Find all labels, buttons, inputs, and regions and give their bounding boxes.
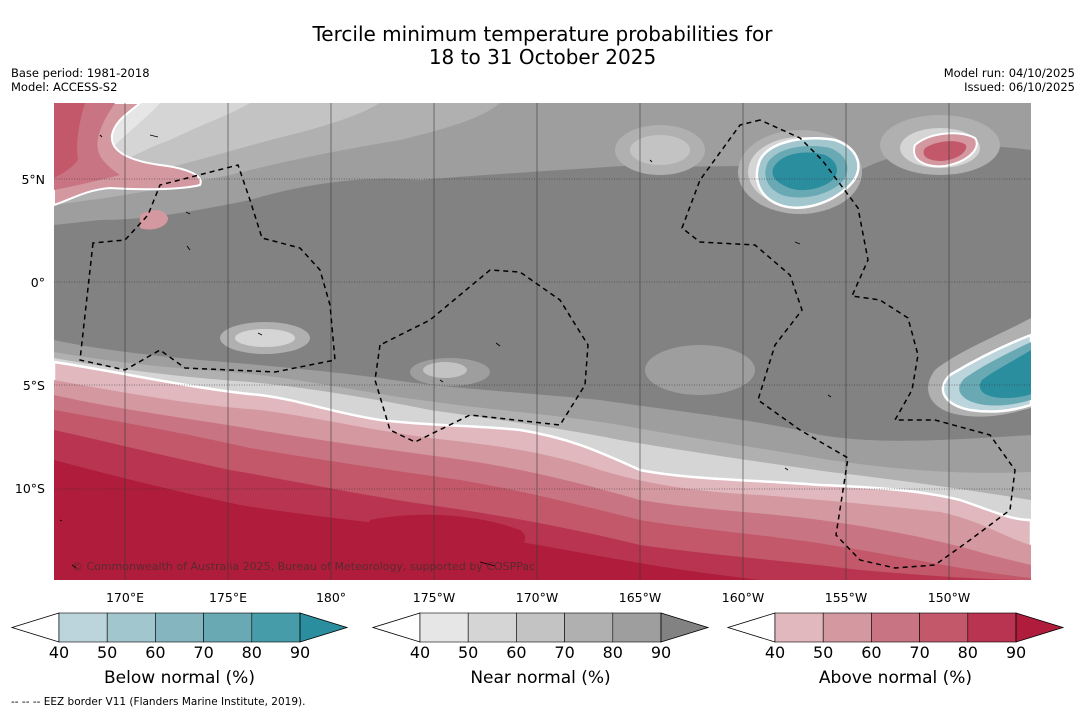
model-name: Model: ACCESS-S2 [11, 80, 118, 94]
lon-label: 170°E [106, 590, 144, 605]
colorbar-segment [564, 612, 614, 643]
colorbar-extend-high [1015, 612, 1065, 643]
above-south-90-core [368, 514, 526, 560]
colorbar-segment [467, 612, 517, 643]
above-blob-ne-80 [923, 141, 967, 161]
map-field: © Commonwealth of Australia 2025, Bureau… [54, 103, 1031, 580]
above-south-90 [54, 460, 760, 580]
lon-label: 155°W [825, 590, 867, 605]
colorbar-segment [203, 612, 253, 643]
lon-label: 175°E [209, 590, 247, 605]
model-run: Model run: 04/10/2025 [943, 66, 1075, 80]
colorbar-tick-label: 70 [909, 643, 930, 662]
colorbar-title-above: Above normal (%) [818, 668, 973, 688]
colorbar-tick-label: 70 [554, 643, 575, 662]
colorbar-tick-label: 50 [97, 643, 118, 662]
colorbar-title-below: Below normal (%) [104, 668, 255, 688]
lat-label: 0° [31, 275, 45, 290]
base-period: Base period: 1981-2018 [11, 66, 150, 80]
chart-title-line2: 18 to 31 October 2025 [428, 45, 657, 69]
colorbar-extend-high [660, 612, 710, 643]
eez-phoenix [374, 269, 589, 443]
lon-label: 150°W [928, 590, 970, 605]
colorbar-segment [612, 612, 662, 643]
below-blob-north-90 [772, 152, 837, 191]
colorbar-near [371, 612, 710, 643]
colorbar-segment [822, 612, 872, 643]
issued-date: Issued: 06/10/2025 [964, 80, 1075, 94]
colorbar-tick-label: 90 [289, 643, 311, 662]
colorbar-title-near: Near normal (%) [470, 668, 611, 688]
islands [59, 134, 832, 569]
lon-labels: 170°E 175°E 180° 175°W 170°W 165°W 160°W… [106, 590, 970, 605]
colorbar-tick-label: 50 [458, 643, 479, 662]
colorbar-segment [871, 612, 920, 643]
lon-label: 180° [316, 590, 346, 605]
colorbar-tick-label: 60 [145, 643, 166, 662]
near-patch-eq2 [645, 345, 755, 395]
colorbar-segment [419, 612, 469, 643]
meta-right: Model run: 04/10/2025 Issued: 06/10/2025 [944, 66, 1075, 94]
colorbar-segment [251, 612, 301, 643]
colorbar-above [726, 612, 1065, 643]
eez-kiribati-gilbert [79, 164, 336, 373]
colorbar-tick-label: 40 [48, 643, 70, 662]
colorbar-tick-label: 40 [409, 643, 431, 662]
lat-label: 10°S [15, 481, 45, 496]
near-patch-n2 [630, 135, 690, 165]
colorbar-tick-label: 50 [813, 643, 834, 662]
eez-borders [79, 119, 1016, 569]
lon-label: 165°W [619, 590, 661, 605]
colorbar-extend-low [371, 612, 421, 643]
copyright-text: © Commonwealth of Australia 2025, Bureau… [72, 560, 535, 573]
lon-label: 160°W [722, 590, 764, 605]
lon-label: 175°W [413, 590, 455, 605]
near-patch-eq1b [235, 329, 295, 347]
meta-left: Base period: 1981-2018 Model: ACCESS-S2 [11, 66, 150, 94]
colorbar-extend-low [726, 612, 776, 643]
below-blob-east-90 [979, 350, 1031, 398]
colorbar-segment [106, 612, 156, 643]
colorbar-tick-label: 80 [241, 643, 262, 662]
footnote-eez: -- -- -- EEZ border V11 (Flanders Marine… [11, 696, 306, 708]
above-small-nw [140, 210, 168, 230]
colorbar-extend-low [10, 612, 60, 643]
colorbar-tick-label: 60 [861, 643, 882, 662]
lat-label: 5°S [23, 378, 45, 393]
colorbar-tick-label: 90 [650, 643, 672, 662]
colorbar-segment [919, 612, 969, 643]
graticule-lon [124, 103, 950, 580]
colorbar-tick-label: 90 [1005, 643, 1027, 662]
lat-label: 5°N [21, 172, 45, 187]
colorbar-tick-label: 60 [506, 643, 527, 662]
colorbar-segment [774, 612, 824, 643]
colorbar-tick-label: 70 [193, 643, 214, 662]
colorbar-segment [155, 612, 204, 643]
lat-labels: 5°N 0° 5°S 10°S [15, 172, 45, 496]
lon-label: 170°W [516, 590, 558, 605]
colorbar-tick-label: 80 [957, 643, 978, 662]
chart-title-line1: Tercile minimum temperature probabilitie… [312, 22, 773, 46]
colorbar-segment [58, 612, 108, 643]
above-blob-nw-80 [54, 103, 85, 178]
graticule-lat [54, 178, 1031, 490]
colorbar-below [10, 612, 349, 643]
eez-line-islands [681, 119, 1016, 569]
near-patch-eq3b [423, 362, 467, 378]
colorbar-extend-high [299, 612, 349, 643]
colorbar-tick-label: 80 [602, 643, 623, 662]
colorbar-tick-label: 40 [764, 643, 786, 662]
colorbar-segment [516, 612, 565, 643]
colorbar-segment [967, 612, 1017, 643]
